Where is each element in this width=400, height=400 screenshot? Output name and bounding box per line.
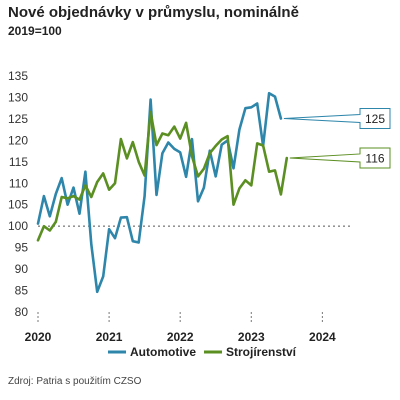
chart-title: Nové objednávky v průmyslu, nominálně (8, 4, 299, 21)
y-tick-label: 100 (8, 219, 28, 233)
end-label-value: 116 (365, 151, 384, 165)
y-tick-label: 130 (8, 90, 28, 104)
y-tick-label: 125 (8, 112, 28, 126)
end-label-box (283, 107, 391, 129)
x-tick-label: 2020 (25, 330, 52, 344)
y-tick-label: 110 (9, 176, 28, 190)
y-tick-label: 105 (8, 198, 28, 212)
chart-subtitle: 2019=100 (8, 24, 62, 38)
series-line-strojirenstvi (36, 110, 289, 242)
y-tick-label: 115 (9, 155, 28, 169)
legend: Automotive Strojírenství (108, 345, 297, 359)
x-tick-label: 2023 (238, 330, 265, 344)
y-tick-label: 135 (8, 69, 28, 83)
legend-item-strojirenstvi: Strojírenství (204, 345, 297, 359)
x-tick-label: 2024 (309, 330, 336, 344)
legend-item-automotive: Automotive (108, 345, 196, 359)
end-label-box (289, 147, 391, 169)
y-axis: 80 85 90 95 100 105 110 115 120 125 130 135 (8, 69, 28, 319)
legend-label: Automotive (130, 345, 196, 359)
series-line-automotive (36, 91, 283, 294)
x-tick-label: 2021 (96, 330, 123, 344)
y-tick-label: 90 (15, 262, 29, 276)
x-tick-label: 2022 (167, 330, 194, 344)
series-group (36, 91, 289, 294)
end-label-strojirenstvi: 116 (289, 147, 391, 169)
y-tick-label: 80 (15, 305, 29, 319)
source-note: Zdroj: Patria s použitím CZSO (8, 376, 142, 387)
y-tick-label: 120 (8, 133, 28, 147)
end-label-automotive: 125 (283, 107, 391, 129)
legend-label: Strojírenství (226, 345, 297, 359)
y-tick-label: 95 (15, 241, 29, 255)
x-axis: 2020 2021 2022 2023 2024 (25, 312, 336, 344)
y-tick-label: 85 (15, 284, 29, 298)
end-label-value: 125 (365, 112, 385, 126)
end-labels: 125 116 (283, 107, 391, 169)
